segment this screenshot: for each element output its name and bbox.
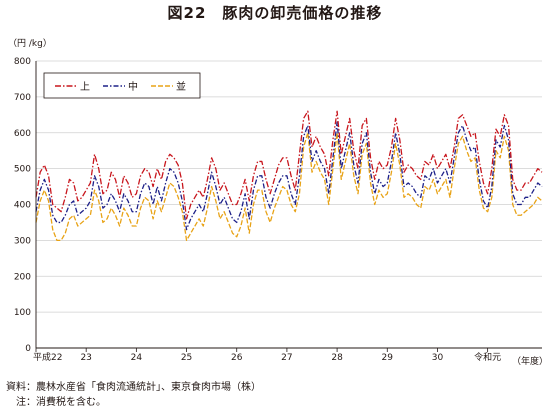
legend-label-2: 並 [176,80,186,93]
x-tick-label-2: 24 [131,353,143,363]
y-axis-unit-label: （円 /kg） [8,39,52,49]
x-tick-label-3: 25 [181,353,192,363]
y-tick-label-700: 700 [14,93,31,103]
x-tick-label-9: 令和元 [474,351,501,363]
axes [35,61,542,349]
series-line-1 [35,121,543,231]
y-tick-label-400: 400 [14,201,31,211]
chart-legend: 上中並 [43,72,201,99]
x-axis-label: （年度） [512,355,548,367]
x-tick-label-7: 29 [382,353,394,363]
legend-label-0: 上 [80,81,90,93]
x-tick-label-5: 27 [281,353,292,363]
series-line-2 [35,132,543,242]
figure-title: 図22 豚肉の卸売価格の推移 [167,4,383,22]
x-tick-label-4: 26 [231,353,243,363]
gridlines [36,60,542,313]
y-tick-label-200: 200 [14,272,31,282]
y-tick-label-500: 500 [14,165,31,175]
y-tick-label-0: 0 [25,344,31,354]
y-tick-label-600: 600 [14,129,31,139]
legend-label-1: 中 [128,80,138,93]
source-note: 資料：農林水産省「食肉流通統計」、東京食肉市場（株） [6,382,261,393]
y-axis-tick-labels: 0 100 200 300 400 500 600 700 800 [14,57,31,354]
x-axis-tick-labels: 平成22 23 24 25 26 27 28 29 30 令和元 [33,348,501,363]
series-lines [35,110,543,242]
x-tick-label-1: 23 [80,353,91,363]
x-tick-label-0: 平成22 [33,351,62,363]
footnote: 注：消費税を含む。 [6,397,106,408]
x-tick-label-6: 28 [331,353,343,363]
x-tick-label-8: 30 [432,353,444,363]
y-tick-label-100: 100 [14,308,31,318]
pork-price-line-chart: 0 100 200 300 400 500 600 700 800 平成22 23 24 25 26 27… [14,57,548,367]
y-tick-label-800: 800 [14,57,31,67]
y-tick-label-300: 300 [14,236,31,246]
series-line-0 [35,110,543,220]
